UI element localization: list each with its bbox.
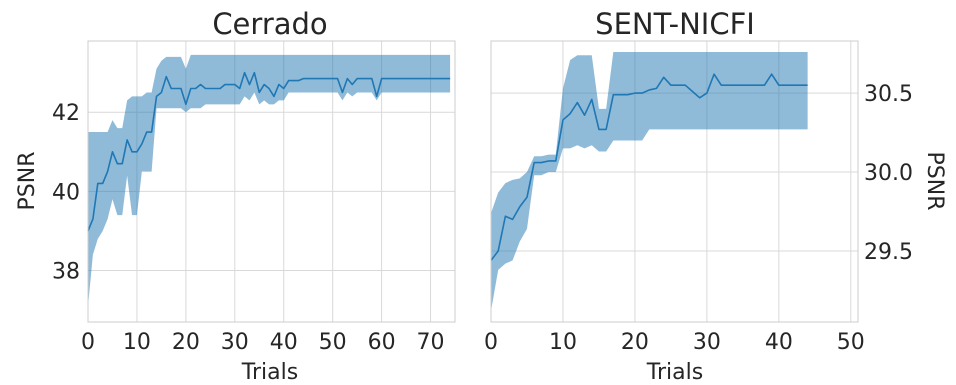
series-lines [490, 73, 808, 261]
y-axis-label: PSNR [15, 152, 40, 211]
x-tick-label: 0 [81, 330, 95, 355]
confidence-band [88, 54, 451, 307]
y-tick-label: 38 [52, 260, 80, 285]
plot-frame [490, 40, 859, 323]
chart-panel-cerrado: Cerrado Trials PSNR 0 10 20 30 40 50 60 70 38 40 4… [15, 7, 456, 385]
y-tick-label: 30.0 [864, 161, 913, 186]
series-lines [87, 71, 451, 232]
confidence-bands [491, 52, 808, 311]
chart-title: Cerrado [212, 7, 327, 41]
chart-title: SENT-NICFI [595, 7, 755, 41]
tick-labels: 0 10 20 30 40 50 29.5 30.0 30.5 [484, 82, 913, 355]
x-axis-label: Trials [241, 360, 298, 385]
x-tick-label: 60 [368, 330, 396, 355]
tick-labels: 0 10 20 30 40 50 60 70 38 40 42 [52, 101, 445, 355]
y-tick-label: 30.5 [864, 82, 913, 107]
x-tick-label: 70 [417, 330, 445, 355]
x-tick-label: 50 [319, 330, 347, 355]
x-tick-label: 10 [549, 330, 577, 355]
series-line [87, 71, 451, 232]
x-tick-label: 40 [765, 330, 793, 355]
series-line [490, 73, 808, 261]
x-tick-label: 30 [221, 330, 249, 355]
y-axis-label: PSNR [922, 152, 947, 211]
y-tick-label: 40 [52, 180, 80, 205]
x-tick-label: 20 [172, 330, 200, 355]
y-tick-label: 29.5 [864, 240, 913, 265]
x-axis-label: Trials [646, 360, 703, 385]
chart-panel-sent-nicfi: SENT-NICFI Trials PSNR 0 10 20 30 40 50 29.5 30… [484, 7, 947, 385]
plot-frame [87, 40, 456, 323]
x-tick-label: 40 [270, 330, 298, 355]
y-tick-label: 42 [52, 101, 80, 126]
x-tick-label: 10 [123, 330, 151, 355]
confidence-bands [88, 54, 451, 307]
x-tick-label: 0 [484, 330, 498, 355]
confidence-band [491, 52, 808, 311]
x-tick-label: 50 [837, 330, 865, 355]
x-tick-label: 30 [693, 330, 721, 355]
x-tick-label: 20 [621, 330, 649, 355]
